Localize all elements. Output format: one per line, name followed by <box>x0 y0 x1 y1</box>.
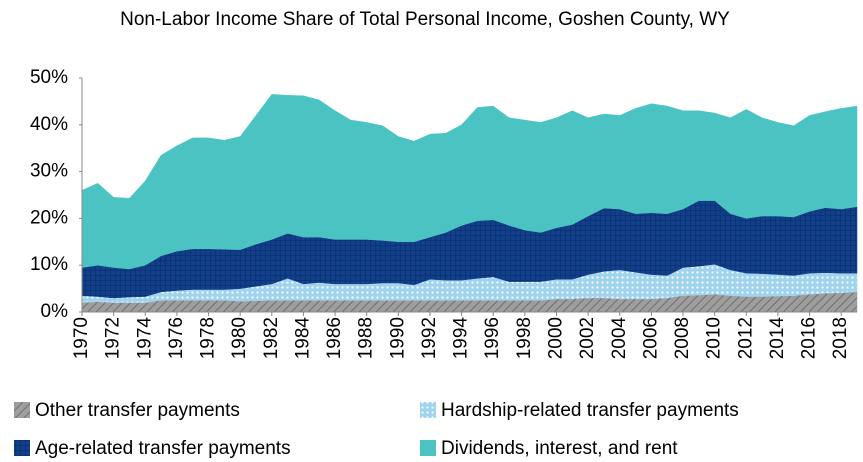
legend-label: Age-related transfer payments <box>35 438 291 459</box>
x-tick-label: 2014 <box>767 317 788 360</box>
x-tick-label: 2006 <box>640 317 661 359</box>
legend-swatch <box>14 402 30 418</box>
x-tick-label: 1984 <box>292 317 313 360</box>
y-tick-label: 20% <box>30 207 68 228</box>
x-tick-label: 1982 <box>261 317 282 359</box>
x-tick-label: 2010 <box>704 317 725 359</box>
x-tick-label: 2004 <box>609 317 630 360</box>
x-tick-label: 1986 <box>324 317 345 359</box>
x-tick-label: 1972 <box>103 317 124 359</box>
legend-swatch <box>420 402 436 418</box>
legend-swatch <box>14 440 30 456</box>
legend-swatch <box>420 440 436 456</box>
x-tick-label: 1976 <box>166 317 187 359</box>
x-tick-label: 2002 <box>577 317 598 359</box>
y-tick-label: 50% <box>30 67 68 88</box>
x-tick-label: 1994 <box>451 317 472 360</box>
x-tick-label: 2016 <box>799 317 820 359</box>
x-tick-label: 1978 <box>198 317 219 359</box>
x-tick-label: 1974 <box>134 317 155 360</box>
y-tick-label: 30% <box>30 161 68 182</box>
x-tick-label: 2012 <box>735 317 756 359</box>
chart-title: Non-Labor Income Share of Total Personal… <box>120 9 730 30</box>
x-tick-label: 2018 <box>830 317 851 359</box>
x-tick-label: 2000 <box>546 317 567 359</box>
y-tick-label: 10% <box>30 254 68 275</box>
area <box>81 94 858 270</box>
x-tick-label: 1996 <box>482 317 503 359</box>
x-tick-label: 2008 <box>672 317 693 359</box>
x-tick-label: 1988 <box>356 317 377 359</box>
legend-label: Other transfer payments <box>35 400 240 421</box>
y-tick-label: 0% <box>41 301 69 322</box>
x-tick-label: 1980 <box>229 317 250 359</box>
x-tick-label: 1970 <box>71 317 92 359</box>
y-tick-label: 40% <box>30 114 68 135</box>
x-tick-label: 1990 <box>387 317 408 359</box>
x-tick-label: 1998 <box>514 317 535 359</box>
legend-label: Dividends, interest, and rent <box>441 438 678 459</box>
legend-label: Hardship-related transfer payments <box>441 400 739 421</box>
x-tick-label: 1992 <box>419 317 440 359</box>
